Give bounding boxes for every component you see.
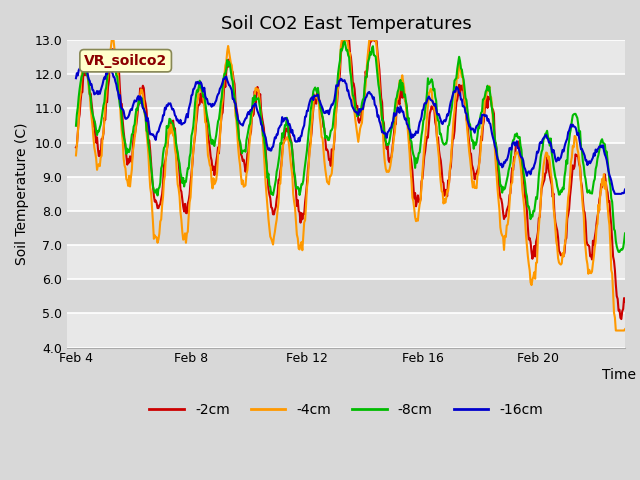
Text: VR_soilco2: VR_soilco2 [84,54,167,68]
Bar [67,143,625,177]
Bar [67,40,625,74]
Bar [67,211,625,245]
Title: Soil CO2 East Temperatures: Soil CO2 East Temperatures [221,15,472,33]
Bar [67,279,625,313]
X-axis label: Time: Time [602,368,636,382]
Bar [67,108,625,143]
Bar [67,74,625,108]
Y-axis label: Soil Temperature (C): Soil Temperature (C) [15,122,29,265]
Bar [67,245,625,279]
Bar [67,177,625,211]
Bar [67,313,625,348]
Legend: -2cm, -4cm, -8cm, -16cm: -2cm, -4cm, -8cm, -16cm [143,397,548,423]
